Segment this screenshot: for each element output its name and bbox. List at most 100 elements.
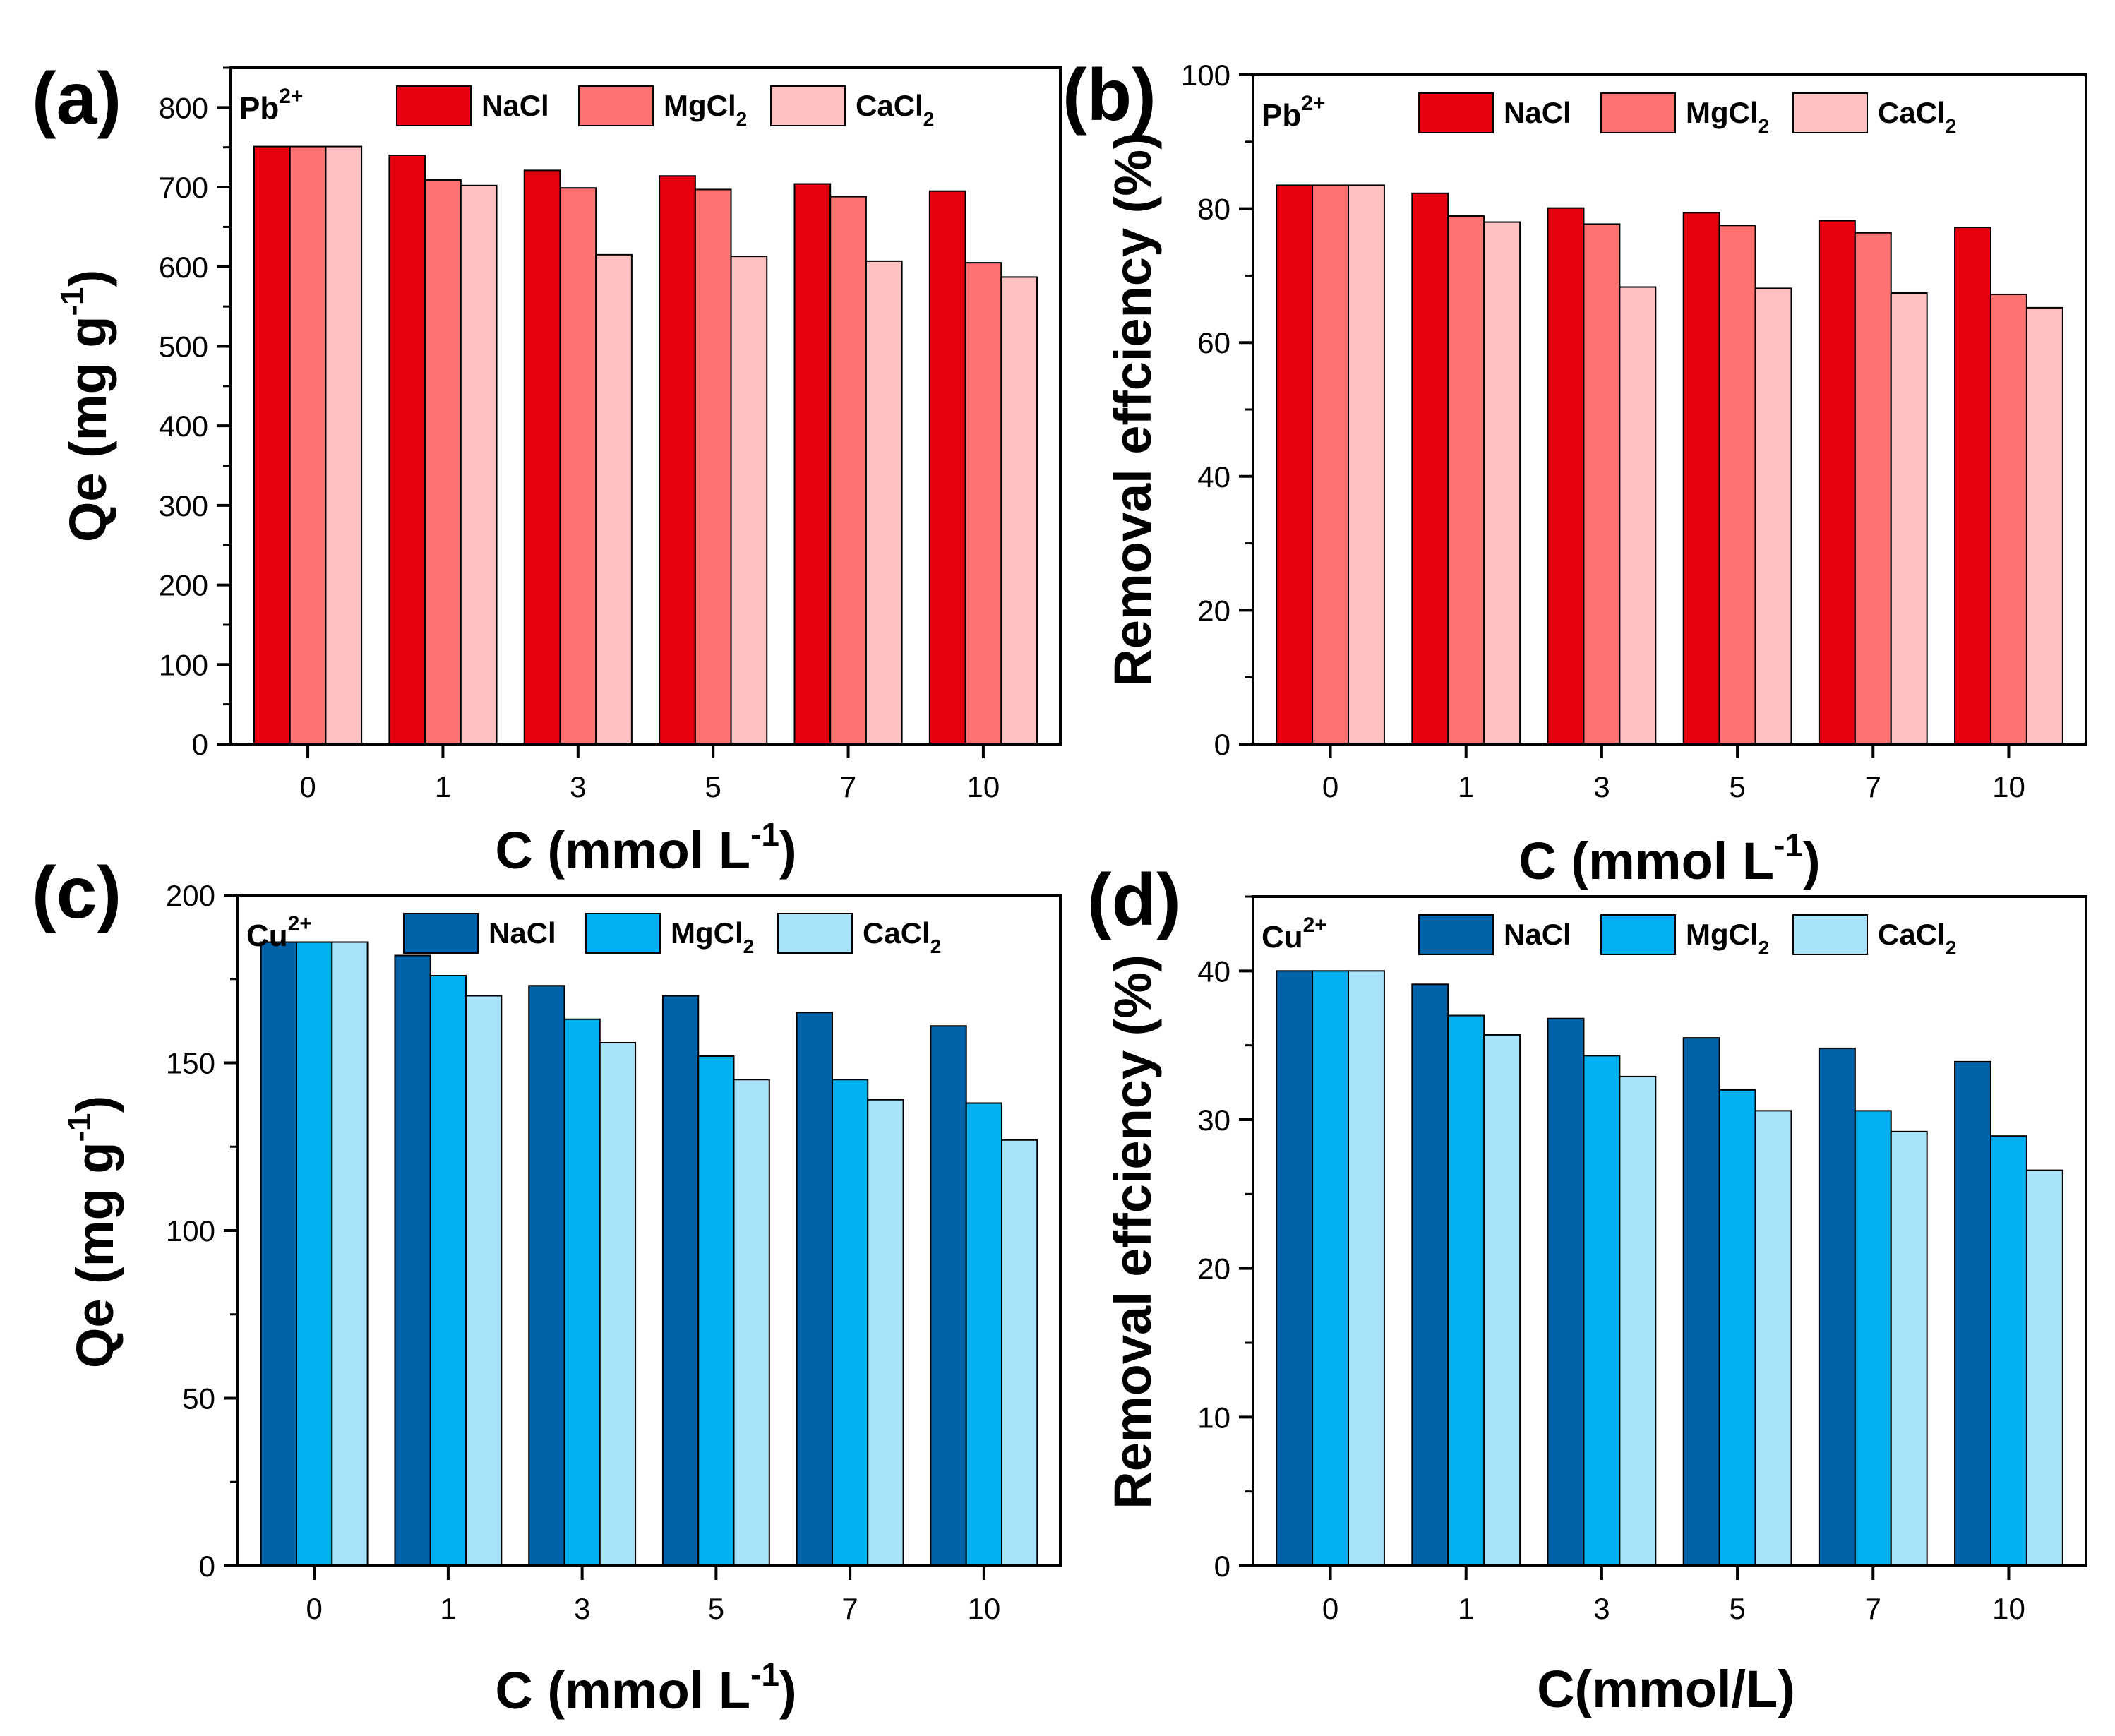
bar-mgcl2-0: [1312, 184, 1350, 746]
y-tick-label: 500: [159, 330, 208, 363]
bar-cacl2-1: [1483, 221, 1521, 745]
legend-swatch-mgcl2: [1600, 92, 1676, 133]
bar-nacl-1: [388, 154, 426, 746]
x-axis: 0 1 3 5 7 10: [299, 744, 1000, 803]
ion-superscript: 2+: [1301, 92, 1325, 115]
y-tick-label: 0: [199, 1550, 215, 1583]
bar-cacl2-10: [1000, 276, 1038, 746]
x-tick-label: 5: [705, 770, 721, 803]
bar-nacl-7: [1818, 220, 1856, 745]
legend-label-subscript: 2: [736, 108, 748, 130]
bars-group: [1276, 184, 2063, 746]
legend-label-cacl2: CaCl2: [1878, 918, 1956, 959]
legend-label-base: MgCl: [1686, 918, 1758, 951]
y-tick-label: 300: [159, 489, 208, 522]
x-axis-title-base: C (mmol L: [495, 1661, 750, 1720]
bar-nacl-3: [1547, 1017, 1585, 1567]
legend-label-base: CaCl: [856, 89, 923, 122]
y-axis-title: Removal effciency (%): [1103, 132, 1162, 687]
bar-mgcl2-5: [694, 188, 732, 745]
bar-cacl2-5: [1754, 1110, 1792, 1567]
legend: NaCl MgCl2 CaCl2: [396, 85, 934, 130]
bar-cacl2-3: [595, 253, 633, 745]
bar-mgcl2-5: [1718, 1089, 1756, 1567]
bar-cacl2-7: [1890, 1130, 1928, 1567]
bar-cacl2-10: [1000, 1139, 1038, 1567]
legend-label-base: NaCl: [481, 89, 549, 122]
bar-cacl2-1: [1483, 1034, 1521, 1567]
ion-base: Pb: [1262, 98, 1301, 133]
bar-cacl2-1: [460, 184, 498, 746]
x-tick-label: 5: [708, 1592, 724, 1625]
bar-nacl-5: [661, 995, 700, 1567]
bar-mgcl2-1: [424, 179, 462, 746]
y-tick-label: 100: [1181, 59, 1230, 92]
bar-cacl2-3: [599, 1042, 637, 1567]
legend-label-base: MgCl: [664, 89, 736, 122]
legend-swatch-cacl2: [1792, 92, 1868, 133]
y-tick-label: 30: [1197, 1103, 1230, 1137]
legend-label-base: NaCl: [1504, 918, 1571, 951]
legend-label-subscript: 2: [1758, 115, 1770, 137]
y-axis-title-base: Qe (mg g: [66, 1142, 124, 1368]
bar-mgcl2-7: [829, 196, 867, 745]
ion-base: Cu: [1262, 920, 1303, 954]
y-tick-label: 150: [166, 1047, 215, 1080]
y-axis-title-superscript: -1: [54, 287, 90, 316]
y-axis-title: Qe (mg g-1): [54, 270, 117, 542]
x-axis: 0 1 3 5 7 10: [306, 1566, 1000, 1625]
bar-nacl-1: [1411, 192, 1449, 745]
panel-label: (d): [1087, 859, 1181, 941]
bar-cacl2-5: [733, 1079, 770, 1567]
x-axis: 0 1 3 5 7 10: [1322, 1566, 2025, 1625]
x-tick-label: 3: [574, 1592, 590, 1625]
ion-base: Pb: [239, 91, 279, 126]
x-tick-label: 10: [1992, 1592, 2025, 1625]
ion-superscript: 2+: [279, 85, 303, 108]
x-tick-label: 0: [1322, 770, 1338, 803]
legend-label-mgcl2: MgCl2: [1686, 96, 1769, 137]
bar-mgcl2-1: [429, 975, 467, 1567]
x-tick-label: 5: [1729, 770, 1745, 803]
y-tick-label: 20: [1197, 594, 1230, 627]
legend-swatch-cacl2: [1792, 914, 1868, 955]
legend-label-base: MgCl: [671, 916, 743, 950]
y-tick-label: 60: [1197, 326, 1230, 359]
legend-swatch-cacl2: [770, 85, 846, 126]
x-tick-label: 7: [1865, 1592, 1881, 1625]
legend-label-base: CaCl: [863, 916, 930, 950]
x-axis-title-superscript: -1: [750, 816, 779, 853]
y-axis-title-base: Removal effciency (%): [1103, 954, 1162, 1509]
x-tick-label: 7: [841, 1592, 858, 1625]
bar-cacl2-3: [1619, 286, 1657, 745]
bar-cacl2-1: [465, 995, 503, 1567]
bar-mgcl2-5: [1718, 225, 1756, 745]
bar-mgcl2-3: [1583, 223, 1621, 745]
bar-nacl-10: [928, 190, 966, 746]
bar-mgcl2-1: [1447, 215, 1485, 745]
bar-mgcl2-7: [1854, 232, 1892, 745]
x-axis-title: C (mmol L-1): [495, 816, 796, 880]
legend-label-subscript: 2: [1946, 937, 1957, 959]
y-axis: 0 10 20 30 40: [1197, 895, 1253, 1583]
y-tick-label: 0: [192, 728, 208, 761]
bar-nacl-7: [793, 183, 832, 745]
bars-group: [253, 145, 1038, 746]
y-tick-label: 40: [1197, 954, 1230, 988]
bar-nacl-7: [796, 1012, 833, 1567]
bar-mgcl2-0: [1312, 970, 1350, 1567]
x-tick-label: 0: [299, 770, 316, 803]
legend-swatch-nacl: [396, 85, 472, 126]
bar-nacl-1: [1411, 983, 1449, 1567]
y-axis: 0 20 40 60 80 100: [1181, 59, 1253, 761]
legend-label-cacl2: CaCl2: [1878, 96, 1956, 137]
x-axis-title: C (mmol L-1): [495, 1656, 796, 1720]
legend-label-subscript: 2: [930, 935, 942, 957]
x-tick-label: 3: [1593, 770, 1610, 803]
legend-swatch-nacl: [1418, 914, 1494, 955]
y-axis-title-base: Qe (mg g: [59, 316, 117, 542]
bar-cacl2-5: [1754, 287, 1792, 745]
x-tick-label: 10: [967, 1592, 1000, 1625]
